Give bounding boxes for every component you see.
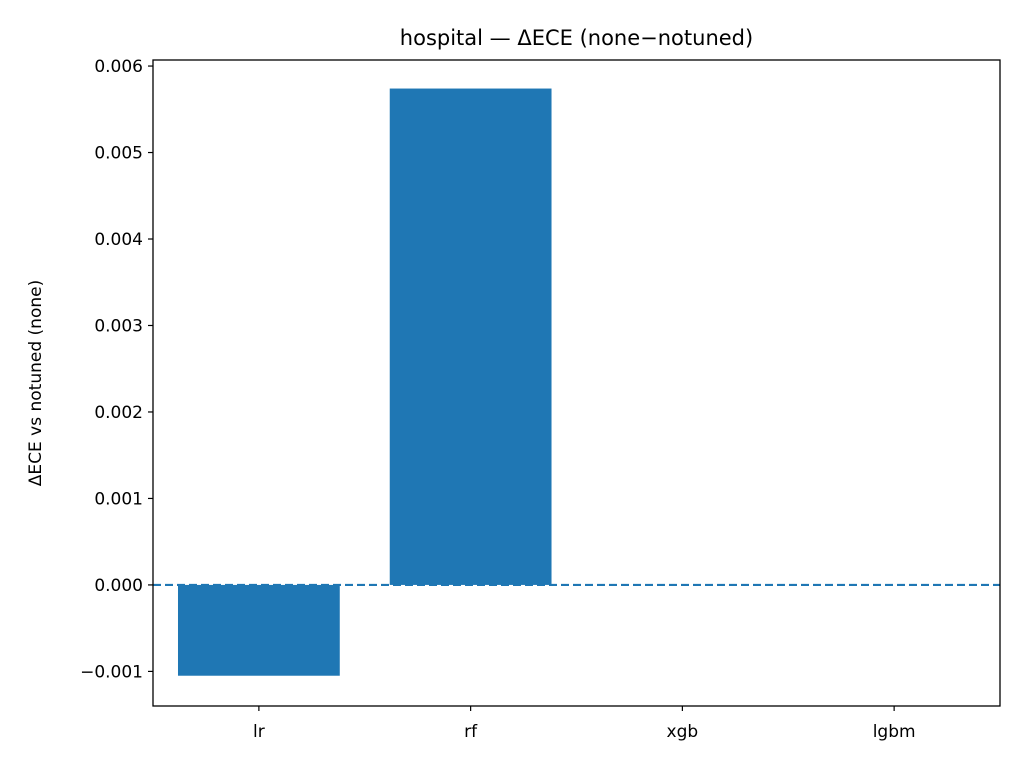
bar-rf bbox=[389, 88, 552, 585]
y-axis-label: ΔECE vs notuned (none) bbox=[26, 280, 46, 486]
y-tick-label: −0.001 bbox=[80, 662, 143, 682]
y-tick-label: 0.003 bbox=[94, 316, 143, 336]
y-tick-label: 0.000 bbox=[94, 576, 143, 596]
y-tick-label: 0.001 bbox=[94, 489, 143, 509]
y-tick-label: 0.005 bbox=[94, 144, 143, 164]
x-tick-label-xgb: xgb bbox=[667, 722, 699, 742]
x-axis: lr rf xgb lgbm bbox=[253, 706, 916, 742]
y-tick-label: 0.006 bbox=[94, 57, 143, 77]
chart-title: hospital — ΔECE (none−notuned) bbox=[400, 26, 753, 50]
bars-layer bbox=[177, 88, 552, 676]
bar-lr bbox=[177, 584, 340, 676]
y-tick-label: 0.004 bbox=[94, 230, 143, 250]
x-tick-label-lr: lr bbox=[253, 722, 265, 742]
x-tick-label-rf: rf bbox=[464, 722, 478, 742]
x-tick-label-lgbm: lgbm bbox=[873, 722, 916, 742]
plot-area-frame bbox=[152, 59, 1001, 707]
y-tick-label: 0.002 bbox=[94, 403, 143, 423]
y-axis: −0.001 0.000 0.001 0.002 0.003 0.004 0.005 0.00… bbox=[80, 57, 153, 682]
